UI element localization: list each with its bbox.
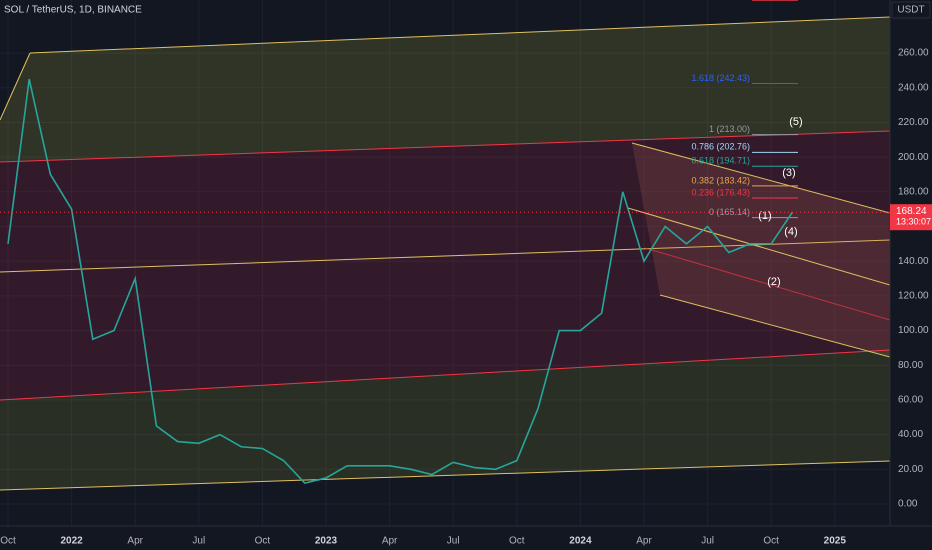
x-tick-label: Apr xyxy=(636,536,652,547)
channel-edge xyxy=(0,52,31,121)
y-tick-label: 260.00 xyxy=(898,48,929,59)
fib-levels: 2.618 (290.43)1.618 (242.43)1 (213.00)0.… xyxy=(691,0,798,219)
last-price-tag xyxy=(890,204,932,231)
y-tick-label: 200.00 xyxy=(898,152,929,163)
channel-median xyxy=(0,239,891,273)
pitchfork-fill xyxy=(632,143,890,357)
y-tick-label: 0.00 xyxy=(898,499,918,510)
channel-fill-bottom xyxy=(0,350,890,490)
channel-top xyxy=(29,16,891,54)
fib-label: 1 (213.00) xyxy=(709,124,750,134)
y-tick-label: 140.00 xyxy=(898,256,929,267)
x-tick-label: Oct xyxy=(509,536,525,547)
fib-label: 0.236 (176.43) xyxy=(691,187,750,197)
wave-label: (5) xyxy=(789,116,802,128)
y-tick-label: 80.00 xyxy=(898,360,923,371)
channel-fill-middle xyxy=(0,131,890,400)
fib-label: 0 (165.14) xyxy=(709,207,750,217)
x-tick-label: 2023 xyxy=(315,536,338,547)
plot xyxy=(7,78,794,485)
fib-label: 0.618 (194.71) xyxy=(691,156,750,166)
y-tick-label: 100.00 xyxy=(898,325,929,336)
unit-box xyxy=(891,1,931,19)
channel-lower-red xyxy=(0,349,891,401)
y-tick-label: 20.00 xyxy=(898,464,923,475)
x-tick-label: Jul xyxy=(701,536,714,547)
y-tick-label: 180.00 xyxy=(898,186,929,197)
pitchfork-bottom xyxy=(659,294,891,358)
y-tick-label: 60.00 xyxy=(898,395,923,406)
grid xyxy=(0,0,890,526)
pitchfork-top xyxy=(631,142,891,214)
y-tick-label: 240.00 xyxy=(898,82,929,93)
x-tick-label: Jul xyxy=(447,536,460,547)
pitchfork-inner xyxy=(644,247,891,321)
y-axis-label: USDT xyxy=(897,5,924,16)
channel-bottom xyxy=(0,460,891,491)
wave-label: (4) xyxy=(784,226,797,238)
x-tick-label: Apr xyxy=(127,536,143,547)
price-line xyxy=(7,78,794,485)
x-tick-label: Apr xyxy=(382,536,398,547)
y-tick-label: 40.00 xyxy=(898,429,923,440)
fib-label: 1.618 (242.43) xyxy=(691,73,750,83)
wave-label: (1) xyxy=(758,210,771,222)
fib-label: 0.382 (183.42) xyxy=(691,175,750,185)
x-tick-label: Oct xyxy=(763,536,779,547)
pitchfork-median xyxy=(627,207,891,286)
last-price-label: 168.24 xyxy=(896,206,927,217)
countdown: 13:30:07 xyxy=(896,217,931,227)
chart-title: SOL / TetherUS, 1D, BINANCE xyxy=(4,5,142,16)
x-tick-label: 2022 xyxy=(60,536,83,547)
wave-label: (2) xyxy=(767,276,780,288)
x-tick-label: Oct xyxy=(255,536,271,547)
x-tick-label: Oct xyxy=(0,536,16,547)
x-tick-label: 2024 xyxy=(569,536,592,547)
channel-fill-top xyxy=(0,17,890,162)
x-tick-label: Jul xyxy=(192,536,205,547)
x-tick-label: 2025 xyxy=(824,536,847,547)
y-tick-label: 220.00 xyxy=(898,117,929,128)
wave-label: (3) xyxy=(782,167,795,179)
channel-upper-red xyxy=(0,130,891,163)
fib-label: 0.786 (202.76) xyxy=(691,142,750,152)
y-tick-label: 120.00 xyxy=(898,291,929,302)
